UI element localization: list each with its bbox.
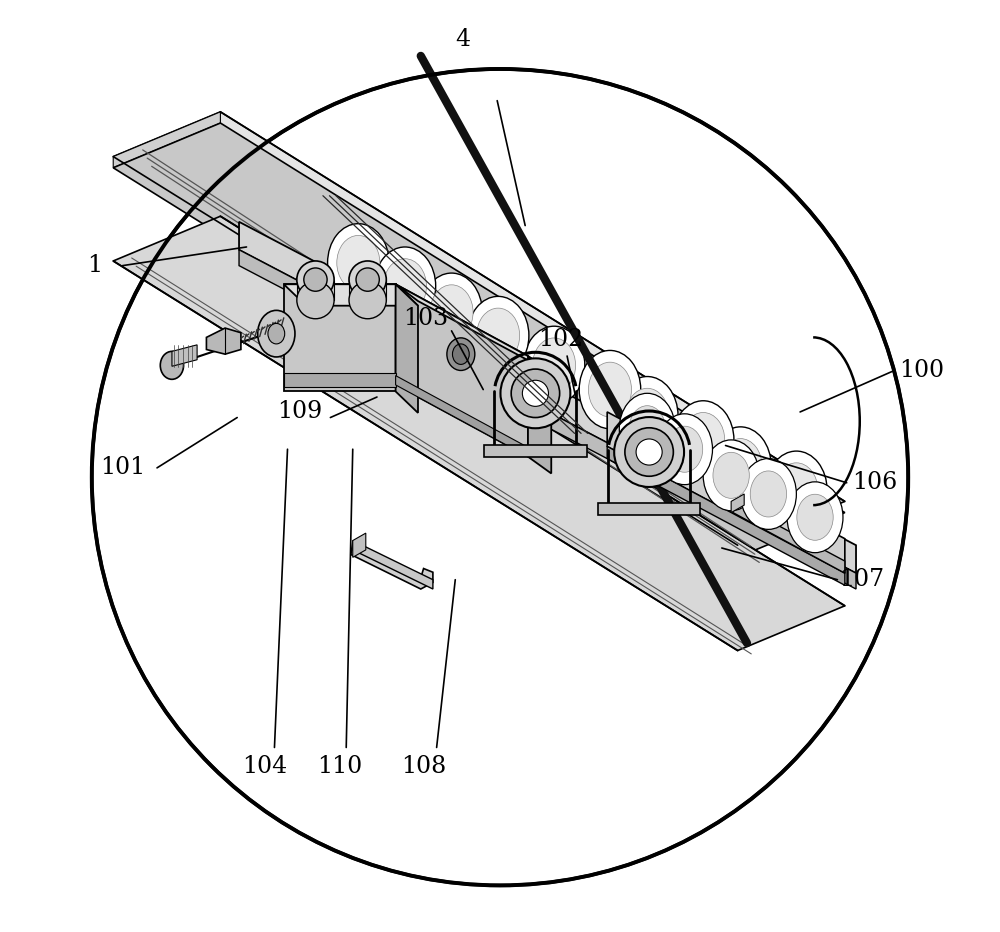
Polygon shape — [731, 494, 744, 513]
Polygon shape — [353, 541, 433, 589]
Polygon shape — [396, 284, 528, 457]
Polygon shape — [607, 412, 845, 573]
Text: 1: 1 — [87, 254, 102, 277]
Ellipse shape — [750, 471, 787, 517]
Ellipse shape — [430, 285, 473, 339]
Polygon shape — [239, 250, 856, 589]
Ellipse shape — [682, 413, 725, 467]
Ellipse shape — [328, 224, 389, 302]
Ellipse shape — [657, 414, 712, 485]
Polygon shape — [206, 328, 241, 354]
Ellipse shape — [523, 326, 585, 404]
Polygon shape — [396, 376, 528, 457]
Ellipse shape — [383, 259, 426, 313]
Ellipse shape — [349, 261, 386, 298]
Ellipse shape — [452, 344, 469, 364]
Text: 110: 110 — [317, 755, 362, 777]
Ellipse shape — [787, 482, 843, 553]
Ellipse shape — [703, 440, 759, 511]
Ellipse shape — [268, 323, 285, 344]
Polygon shape — [239, 222, 856, 573]
Polygon shape — [113, 216, 845, 651]
Polygon shape — [396, 284, 418, 413]
Ellipse shape — [349, 281, 386, 319]
Polygon shape — [528, 356, 551, 473]
Ellipse shape — [160, 351, 184, 379]
Ellipse shape — [297, 261, 334, 298]
Ellipse shape — [374, 247, 436, 325]
Text: 106: 106 — [852, 472, 897, 494]
Text: 107: 107 — [839, 569, 884, 591]
Ellipse shape — [672, 401, 734, 479]
Ellipse shape — [421, 273, 482, 351]
Ellipse shape — [588, 363, 632, 417]
Polygon shape — [351, 542, 433, 589]
Ellipse shape — [522, 380, 548, 406]
Ellipse shape — [447, 337, 475, 371]
Polygon shape — [484, 445, 587, 457]
Polygon shape — [396, 284, 551, 373]
Polygon shape — [598, 503, 700, 515]
Ellipse shape — [304, 268, 327, 291]
Ellipse shape — [625, 428, 673, 476]
Text: 101: 101 — [100, 457, 145, 479]
Circle shape — [92, 69, 908, 885]
Ellipse shape — [710, 427, 771, 505]
Text: 102: 102 — [538, 328, 583, 350]
Ellipse shape — [629, 405, 665, 452]
Text: 4: 4 — [455, 28, 470, 50]
Ellipse shape — [500, 359, 570, 429]
Ellipse shape — [511, 369, 560, 418]
Ellipse shape — [740, 459, 796, 529]
Ellipse shape — [579, 350, 641, 429]
Ellipse shape — [356, 268, 379, 291]
Ellipse shape — [636, 439, 662, 465]
Polygon shape — [353, 533, 366, 557]
Text: 104: 104 — [243, 755, 288, 777]
Polygon shape — [284, 373, 396, 387]
Ellipse shape — [619, 393, 675, 464]
Ellipse shape — [614, 417, 684, 487]
Polygon shape — [284, 284, 396, 391]
Ellipse shape — [713, 452, 749, 499]
Ellipse shape — [477, 308, 520, 363]
Ellipse shape — [666, 426, 703, 473]
Ellipse shape — [467, 296, 529, 375]
Text: 109: 109 — [277, 401, 322, 423]
Ellipse shape — [297, 281, 334, 319]
Polygon shape — [297, 280, 334, 300]
Ellipse shape — [626, 389, 669, 443]
Polygon shape — [349, 280, 386, 300]
Ellipse shape — [616, 377, 678, 455]
Ellipse shape — [775, 463, 818, 517]
Polygon shape — [113, 123, 845, 557]
Polygon shape — [733, 501, 845, 573]
Polygon shape — [607, 446, 845, 585]
Ellipse shape — [719, 439, 762, 493]
Text: 103: 103 — [403, 308, 448, 330]
Text: 108: 108 — [401, 755, 446, 777]
Polygon shape — [284, 284, 418, 306]
Ellipse shape — [533, 338, 576, 392]
Polygon shape — [172, 345, 197, 366]
Ellipse shape — [766, 451, 827, 529]
Text: 100: 100 — [899, 360, 944, 382]
Ellipse shape — [797, 494, 833, 541]
Ellipse shape — [258, 310, 295, 357]
Ellipse shape — [337, 236, 380, 290]
Polygon shape — [113, 112, 845, 545]
Polygon shape — [113, 112, 220, 168]
